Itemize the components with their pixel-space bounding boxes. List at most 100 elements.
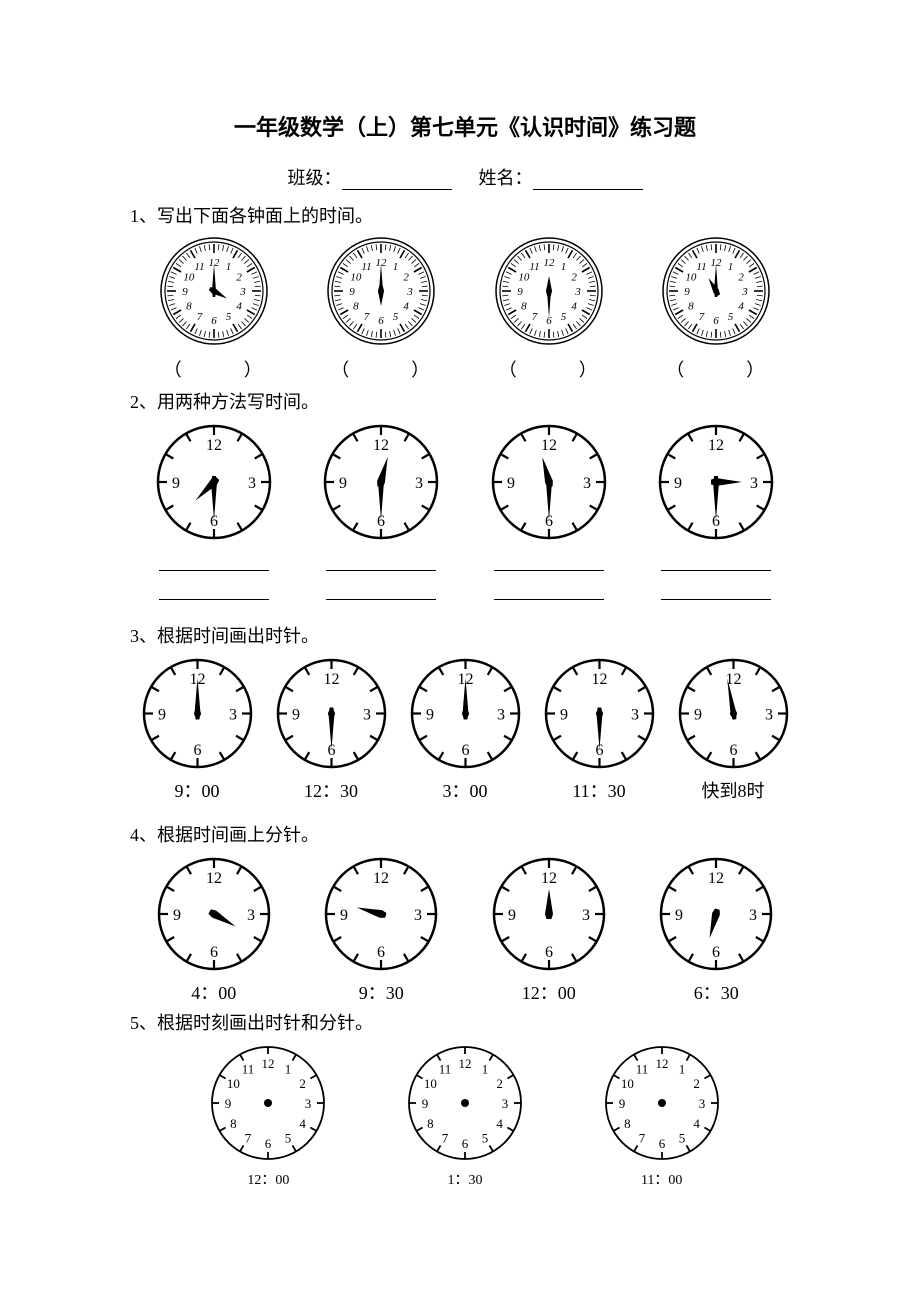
answer-blank[interactable]	[661, 585, 771, 600]
svg-text:12: 12	[373, 870, 389, 887]
q2-prompt: 2、用两种方法写时间。	[130, 388, 800, 414]
svg-text:9: 9	[182, 286, 188, 298]
answer-blank[interactable]	[494, 556, 604, 571]
clock-face: 123456789101112	[602, 1043, 722, 1163]
time-label: 11：00	[563, 1169, 760, 1189]
answer-blank[interactable]	[159, 556, 269, 571]
svg-text:4: 4	[236, 301, 242, 313]
svg-text:11: 11	[362, 261, 372, 273]
clock-cell: 369129：30	[298, 855, 466, 1005]
name-blank[interactable]	[533, 169, 643, 190]
clock-cell: 36912	[130, 422, 298, 600]
svg-text:12: 12	[459, 1056, 472, 1071]
answer-blank[interactable]	[326, 556, 436, 571]
svg-text:4: 4	[739, 301, 745, 313]
svg-text:3: 3	[407, 286, 414, 298]
svg-text:2: 2	[236, 272, 242, 284]
svg-text:9: 9	[173, 907, 181, 924]
answer-blank[interactable]	[494, 585, 604, 600]
svg-text:3: 3	[229, 707, 237, 724]
clock-face: 36912	[140, 656, 255, 771]
clock-cell: 36912快到8时	[666, 656, 800, 803]
svg-text:11: 11	[194, 261, 204, 273]
svg-text:3: 3	[239, 286, 246, 298]
svg-text:9: 9	[158, 707, 166, 724]
svg-text:2: 2	[496, 1076, 503, 1091]
svg-text:3: 3	[742, 286, 749, 298]
svg-text:12: 12	[655, 1056, 668, 1071]
svg-text:7: 7	[699, 311, 705, 323]
svg-text:4: 4	[404, 301, 410, 313]
svg-text:11: 11	[635, 1061, 648, 1076]
clock-face: 36912	[155, 855, 273, 973]
svg-text:2: 2	[300, 1076, 307, 1091]
svg-text:2: 2	[571, 272, 577, 284]
q4-prompt: 4、根据时间画上分针。	[130, 821, 800, 847]
clock-cell: 12345678910111212：00	[170, 1043, 367, 1189]
svg-text:9: 9	[560, 707, 568, 724]
clock-cell: 123456789101112（ ）	[130, 236, 298, 382]
clock-face: 36912	[154, 422, 274, 542]
svg-text:9: 9	[340, 907, 348, 924]
svg-text:6: 6	[461, 742, 469, 759]
svg-text:6: 6	[193, 742, 201, 759]
svg-text:3: 3	[363, 707, 371, 724]
time-label: 4：00	[130, 979, 298, 1005]
svg-text:3: 3	[749, 907, 757, 924]
svg-text:3: 3	[582, 907, 590, 924]
answer-paren: （ ）	[633, 356, 801, 382]
time-label: 11：30	[532, 777, 666, 803]
svg-text:6: 6	[546, 315, 552, 327]
svg-text:9: 9	[292, 707, 300, 724]
name-label: 姓名：	[479, 168, 533, 188]
svg-text:9: 9	[675, 907, 683, 924]
svg-text:6: 6	[265, 1136, 272, 1151]
svg-text:2: 2	[739, 272, 745, 284]
svg-text:4: 4	[571, 301, 577, 313]
q3-clock-row: 369129：003691212：30369123：003691211：3036…	[130, 656, 800, 803]
svg-text:3: 3	[583, 475, 591, 492]
svg-text:5: 5	[482, 1131, 489, 1146]
svg-text:8: 8	[688, 301, 694, 313]
svg-text:9: 9	[426, 707, 434, 724]
svg-text:11: 11	[242, 1061, 255, 1076]
svg-text:1: 1	[728, 261, 734, 273]
svg-text:12: 12	[206, 437, 222, 454]
svg-text:8: 8	[353, 301, 359, 313]
time-label: 6：30	[633, 979, 801, 1005]
svg-text:7: 7	[197, 311, 203, 323]
svg-text:12: 12	[208, 257, 220, 269]
svg-text:7: 7	[245, 1131, 252, 1146]
clock-cell: 36912	[465, 422, 633, 600]
clock-face: 36912	[490, 855, 608, 973]
clock-face: 36912	[322, 855, 440, 973]
svg-text:12: 12	[543, 257, 555, 269]
clock-face: 123456789101112	[494, 236, 604, 346]
answer-blank[interactable]	[661, 556, 771, 571]
svg-text:8: 8	[624, 1116, 631, 1131]
svg-text:12: 12	[206, 870, 222, 887]
svg-text:12: 12	[708, 437, 724, 454]
svg-text:3: 3	[750, 475, 758, 492]
svg-text:10: 10	[183, 272, 195, 284]
svg-text:9: 9	[339, 475, 347, 492]
clock-cell: 369129：00	[130, 656, 264, 803]
clock-face: 36912	[321, 422, 441, 542]
svg-text:5: 5	[285, 1131, 292, 1146]
q2-clock-row: 36912369123691236912	[130, 422, 800, 600]
svg-text:10: 10	[621, 1076, 634, 1091]
answer-blank[interactable]	[326, 585, 436, 600]
answer-blank[interactable]	[159, 585, 269, 600]
svg-text:6: 6	[462, 1136, 469, 1151]
time-label: 3：00	[398, 777, 532, 803]
clock-cell: 369126：30	[633, 855, 801, 1005]
class-blank[interactable]	[342, 169, 452, 190]
svg-text:5: 5	[678, 1131, 685, 1146]
clock-face: 36912	[676, 656, 791, 771]
svg-text:3: 3	[497, 707, 505, 724]
clock-face: 123456789101112	[405, 1043, 525, 1163]
clock-cell: 369123：00	[398, 656, 532, 803]
clock-cell: 123456789101112（ ）	[298, 236, 466, 382]
svg-text:12: 12	[262, 1056, 275, 1071]
svg-text:11: 11	[439, 1061, 452, 1076]
